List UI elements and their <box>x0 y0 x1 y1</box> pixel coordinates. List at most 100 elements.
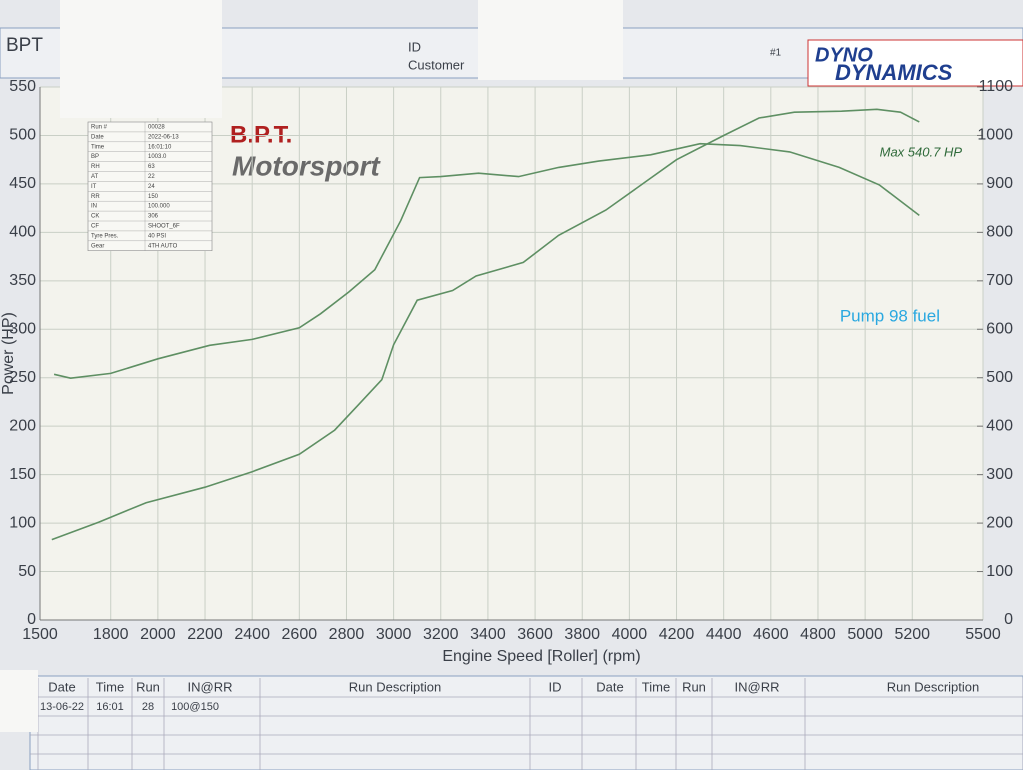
x-tick-label: 2800 <box>329 626 365 643</box>
run-info-key: IN <box>91 204 97 210</box>
header-id: ID <box>408 39 421 54</box>
header-run: #1 <box>770 48 782 59</box>
run-info-value: 2022-06-13 <box>148 134 179 140</box>
run-info-key: CF <box>91 224 99 230</box>
x-tick-label: 4600 <box>753 626 789 643</box>
run-info-key: Date <box>91 134 104 140</box>
annotation: Pump 98 fuel <box>840 306 940 325</box>
x-tick-label: 4200 <box>659 626 695 643</box>
x-tick-label: 3800 <box>564 626 600 643</box>
y-tick-label: 300 <box>9 320 36 337</box>
y2-tick-label: 500 <box>986 369 1013 386</box>
y2-tick-label: 700 <box>986 272 1013 289</box>
run-info-key: Run # <box>91 125 108 131</box>
logo-line1: B.P.T. <box>230 121 292 148</box>
header-customer: Customer <box>408 57 465 72</box>
run-info-value: 100.000 <box>148 204 170 210</box>
brand-line2: DYNAMICS <box>835 60 953 85</box>
table-header: IN@RR <box>188 679 233 694</box>
run-info-value: 150 <box>148 194 159 200</box>
table-cell: 16:01 <box>96 701 124 713</box>
run-info-key: RH <box>91 164 100 170</box>
run-info-key: RR <box>91 194 100 200</box>
run-info-value: 4TH AUTO <box>148 243 178 249</box>
table-header: Run Description <box>887 679 980 694</box>
y-tick-label: 150 <box>9 466 36 483</box>
brand-box <box>807 39 1023 87</box>
x-tick-label: 3200 <box>423 626 459 643</box>
table-cell: 28 <box>142 701 154 713</box>
y-tick-label: 250 <box>9 369 36 386</box>
header-title: BPT <box>6 35 43 56</box>
run-info-value: 00028 <box>148 125 165 131</box>
x-tick-label: 4400 <box>706 626 742 643</box>
run-info-value: 63 <box>148 164 155 170</box>
x-tick-label: 2000 <box>140 626 176 643</box>
run-table-band <box>29 675 1023 770</box>
x-tick-label: 5500 <box>965 626 1001 643</box>
x-tick-label: 3400 <box>470 626 506 643</box>
data-line <box>53 142 920 380</box>
table-header: ID <box>549 679 562 694</box>
table-header: Time <box>96 679 124 694</box>
run-info-value: 22 <box>148 174 155 180</box>
table-header: Time <box>642 679 670 694</box>
run-info-value: 16:01:10 <box>148 144 172 150</box>
sticky-note <box>0 670 38 732</box>
y2-tick-label: 400 <box>986 417 1013 434</box>
y-tick-label: 50 <box>18 563 36 580</box>
run-info-value: SHOOT_6F <box>148 224 180 230</box>
brand-line1: DYNO <box>815 44 873 66</box>
data-line <box>51 108 920 541</box>
y-tick-label: 0 <box>27 611 36 628</box>
x-tick-label: 2200 <box>187 626 223 643</box>
y-tick-label: 500 <box>9 127 36 144</box>
y-tick-label: 400 <box>9 224 36 241</box>
table-cell: 100@150 <box>171 701 219 713</box>
sticky-note <box>60 0 222 118</box>
table-header: Run Description <box>349 679 442 694</box>
run-info-box <box>87 121 213 251</box>
run-info-key: Time <box>91 144 105 150</box>
x-tick-label: 1500 <box>22 626 58 643</box>
y-tick-label: 550 <box>9 78 36 95</box>
x-tick-label: 4000 <box>612 626 648 643</box>
y-axis-label: Power (HP) <box>0 312 17 395</box>
y2-tick-label: 900 <box>986 175 1013 192</box>
run-info-value: 306 <box>148 214 159 220</box>
run-info-key: Gear <box>91 243 104 249</box>
y2-tick-label: 600 <box>986 320 1013 337</box>
run-info-key: CK <box>91 214 99 220</box>
y-tick-label: 200 <box>9 417 36 434</box>
table-header: IN@RR <box>735 679 780 694</box>
y-tick-label: 350 <box>9 272 36 289</box>
table-cell: 13-06-22 <box>40 701 84 713</box>
y-tick-label: 450 <box>9 175 36 192</box>
x-tick-label: 2400 <box>234 626 270 643</box>
y2-tick-label: 200 <box>986 514 1013 531</box>
table-header: Run <box>136 679 160 694</box>
run-info-key: IT <box>91 184 97 190</box>
y2-tick-label: 300 <box>986 466 1013 483</box>
y-tick-label: 100 <box>9 514 36 531</box>
annotation: Max 540.7 HP <box>880 144 963 159</box>
run-info-key: Tyre Pres. <box>91 233 119 239</box>
x-tick-label: 5200 <box>894 626 930 643</box>
run-info-value: 1003.0 <box>148 154 167 160</box>
y2-tick-label: 1000 <box>977 127 1013 144</box>
y2-tick-label: 0 <box>1004 611 1013 628</box>
x-tick-label: 4800 <box>800 626 836 643</box>
table-header: Date <box>48 679 75 694</box>
x-tick-label: 3600 <box>517 626 553 643</box>
run-info-value: 40 PSI <box>148 233 166 239</box>
y2-tick-label: 1100 <box>979 78 1014 95</box>
logo-line2: Motorsport <box>232 150 381 181</box>
run-info-value: 24 <box>148 184 155 190</box>
run-info-key: BP <box>91 154 99 160</box>
x-tick-label: 1800 <box>93 626 129 643</box>
run-info-key: AT <box>91 174 99 180</box>
x-tick-label: 5000 <box>847 626 883 643</box>
table-header: Date <box>596 679 623 694</box>
